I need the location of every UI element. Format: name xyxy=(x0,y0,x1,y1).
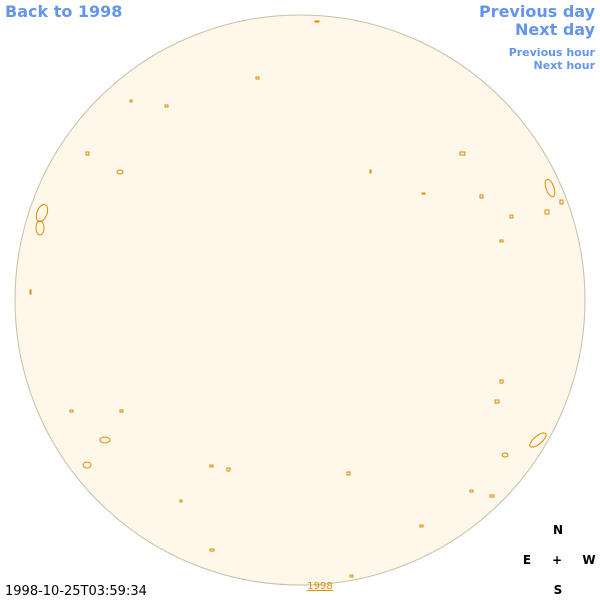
timestamp: 1998-10-25T03:59:34 xyxy=(5,584,147,599)
back-link[interactable]: Back to 1998 xyxy=(5,2,122,21)
next-day-link[interactable]: Next day xyxy=(515,20,596,39)
compass-center: + xyxy=(552,553,562,567)
contours xyxy=(29,20,564,578)
previous-hour-link[interactable]: Previous hour xyxy=(509,46,596,59)
compass-north: N xyxy=(553,523,563,537)
next-hour-link[interactable]: Next hour xyxy=(534,59,596,72)
previous-day-link[interactable]: Previous day xyxy=(479,2,596,21)
year-link[interactable]: 1998 xyxy=(307,581,332,592)
compass-west: W xyxy=(582,553,595,567)
solar-disk xyxy=(14,14,586,586)
compass-east: E xyxy=(523,553,531,567)
compass-south: S xyxy=(554,583,563,597)
